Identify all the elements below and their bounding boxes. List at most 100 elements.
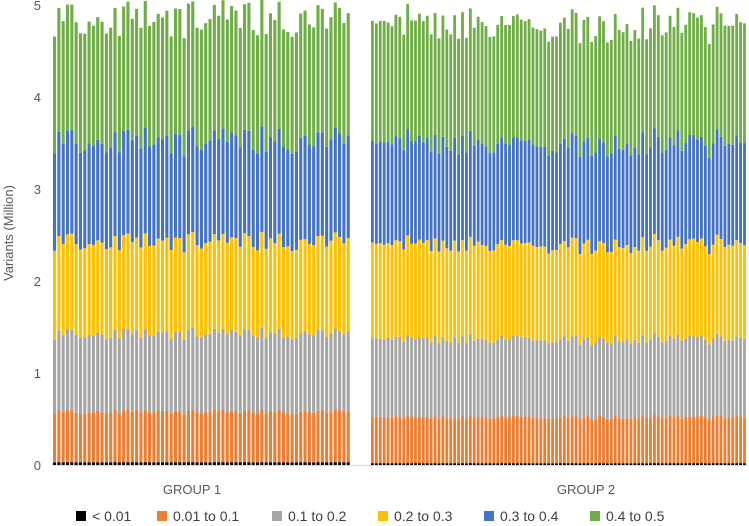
bar-segment [445,146,449,249]
bar-segment [217,240,221,333]
bar-segment [225,412,229,463]
bar-segment [703,145,707,247]
bar-segment [496,244,500,340]
bar-segment [582,417,586,464]
bar-segment [294,414,298,463]
bar-segment [535,417,539,464]
bar-segment [437,38,441,154]
bar-segment [96,240,100,333]
bar-segment [96,17,100,140]
bar-segment [165,237,169,332]
bar-segment [449,34,453,151]
bar-segment [739,22,742,143]
bar-segment [649,28,652,148]
bar-segment [382,417,386,464]
bar-segment [329,333,333,413]
bar-segment [173,133,178,238]
bar-segment [156,410,160,463]
bar-segment [715,129,719,235]
bar-segment [152,462,156,465]
bar-segment [126,409,130,463]
bar-segment [230,462,234,465]
bar-segment [739,337,742,417]
bar-segment [735,463,739,465]
bar-segment [449,150,453,251]
bar-segment [649,246,652,340]
bar-segment [465,37,468,153]
bar-segment [590,156,594,254]
bar-segment [539,463,543,465]
bar-segment [480,244,484,339]
bar-segment [680,150,684,249]
bar-segment [539,146,543,247]
bar-segment [672,145,676,246]
bar-segment [609,343,613,419]
bar-segment [113,236,117,330]
bar-segment [617,463,621,465]
bar-segment [723,246,727,342]
bar-segment [727,25,731,144]
bar-segment [461,135,464,241]
bar-segment [143,233,147,330]
bar-segment [719,415,723,464]
bar-segment [303,331,307,411]
bar-segment [221,409,225,463]
bar-segment [243,462,247,465]
bar-segment [342,243,346,335]
bar-segment [186,3,190,131]
bar-segment [696,139,699,243]
legend-label: 0.4 to 0.5 [606,508,665,524]
bar-segment [78,462,83,465]
bar-segment [692,13,695,135]
bar-segment [130,18,134,141]
bar-segment [299,333,303,412]
bar-segment [504,244,507,340]
bar-segment [421,242,425,338]
bar-segment [264,248,268,339]
legend-swatch [484,511,494,521]
bar-segment [574,12,578,136]
bar-segment [186,410,190,463]
bar-segment [461,463,464,465]
bar-segment [429,463,433,465]
bar-segment [406,129,410,236]
bar-segment [247,130,251,237]
bar-segment [294,249,298,339]
bar-segment [316,235,320,330]
bar-segment [303,239,307,332]
bar-segment [186,462,190,465]
bar-segment [637,154,641,251]
bar-segment [299,239,303,334]
bar-segment [484,463,488,465]
bar-segment [243,4,247,130]
bar-segment [398,241,402,337]
bar-segment [61,21,65,144]
bar-segment [696,463,699,465]
bar-segment [104,152,108,250]
bar-segment [338,133,342,237]
bar-segment [87,462,91,465]
bar-segment [512,137,515,241]
bar-segment [374,416,378,464]
bar-segment [562,17,566,139]
bar-segment [325,28,329,148]
bar-segment [468,130,472,237]
bar-segment [578,254,582,345]
bar-segment [130,411,134,463]
bar-segment [496,24,500,144]
bar-segment [303,462,307,465]
bar-segment [555,152,558,251]
bar-segment [500,335,504,417]
bar-segment [680,463,684,465]
bar-segment [453,417,457,464]
bar-segment [130,333,134,412]
bar-segment [723,463,727,465]
bar-segment [672,245,676,339]
bar-segment [590,41,594,156]
bar-segment [126,233,130,330]
bar-segment [508,24,511,145]
bar-segment [374,463,378,465]
bar-segment [527,416,531,464]
bar-segment [320,462,324,465]
bar-segment [104,33,108,153]
